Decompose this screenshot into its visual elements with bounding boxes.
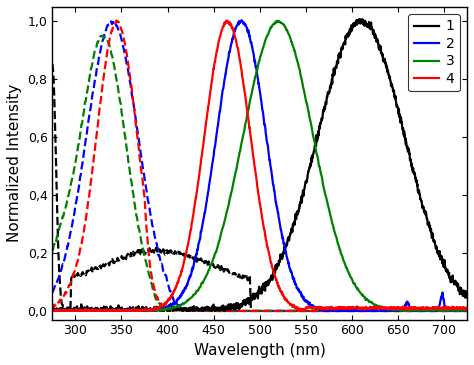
3 [87,309,92,313]
2 [464,309,470,313]
Line: 3: 3 [52,21,467,311]
Line: 2: 2 [52,20,467,311]
4 [121,309,127,313]
1 [464,295,470,299]
Line: 1: 1 [52,19,467,311]
3 [227,198,232,202]
1 [121,308,127,312]
2 [209,169,214,173]
1 [164,309,170,313]
3 [49,308,55,313]
Y-axis label: Normalized Intensity: Normalized Intensity [7,84,22,242]
4 [49,307,55,312]
2 [464,309,470,313]
2 [411,308,417,313]
4 [209,81,214,86]
3 [121,308,127,313]
1 [97,308,102,312]
2 [239,18,245,22]
1 [359,17,365,21]
4 [50,309,56,313]
4 [97,307,103,312]
3 [411,308,417,312]
3 [275,19,281,23]
4 [411,307,417,311]
1 [49,307,55,312]
2 [49,307,55,312]
3 [464,309,470,313]
1 [209,309,214,313]
3 [209,261,214,266]
2 [97,308,102,312]
3 [97,308,103,312]
4 [224,18,230,23]
Line: 4: 4 [52,20,467,311]
4 [456,306,462,310]
2 [227,50,232,54]
2 [456,308,462,313]
X-axis label: Wavelength (nm): Wavelength (nm) [194,343,326,358]
4 [227,20,232,24]
3 [456,308,462,312]
1 [456,286,462,290]
4 [464,306,470,310]
1 [227,305,232,310]
1 [411,170,417,175]
2 [121,307,127,312]
Legend: 1, 2, 3, 4: 1, 2, 3, 4 [408,14,460,91]
